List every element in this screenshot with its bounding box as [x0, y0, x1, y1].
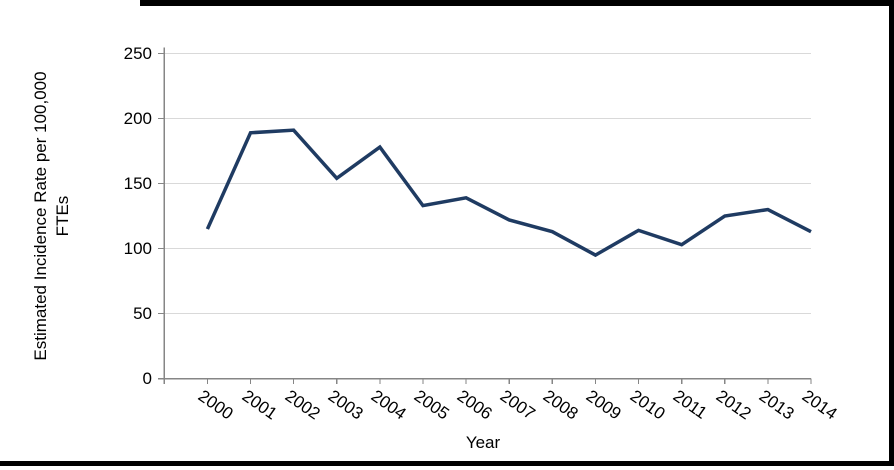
y-tick-label: 100: [123, 239, 152, 259]
y-axis-title: Estimated Incidence Rate per 100,000 FTE…: [30, 71, 74, 360]
y-tick-label: 50: [133, 304, 152, 324]
y-tick-label: 250: [123, 43, 152, 63]
frame-border-top: [140, 0, 894, 6]
x-axis-title: Year: [465, 433, 501, 452]
y-tick-label: 150: [123, 174, 152, 194]
data-line-incidence-rate: [205, 128, 812, 258]
y-axis-title-line2: FTEs: [53, 195, 72, 237]
y-tick-label: 0: [142, 369, 152, 389]
frame-border-bottom: [0, 461, 894, 466]
y-axis-title-line1: Estimated Incidence Rate per 100,000: [31, 71, 50, 361]
y-tick-label: 200: [123, 108, 152, 128]
frame-border-right: [889, 0, 894, 466]
